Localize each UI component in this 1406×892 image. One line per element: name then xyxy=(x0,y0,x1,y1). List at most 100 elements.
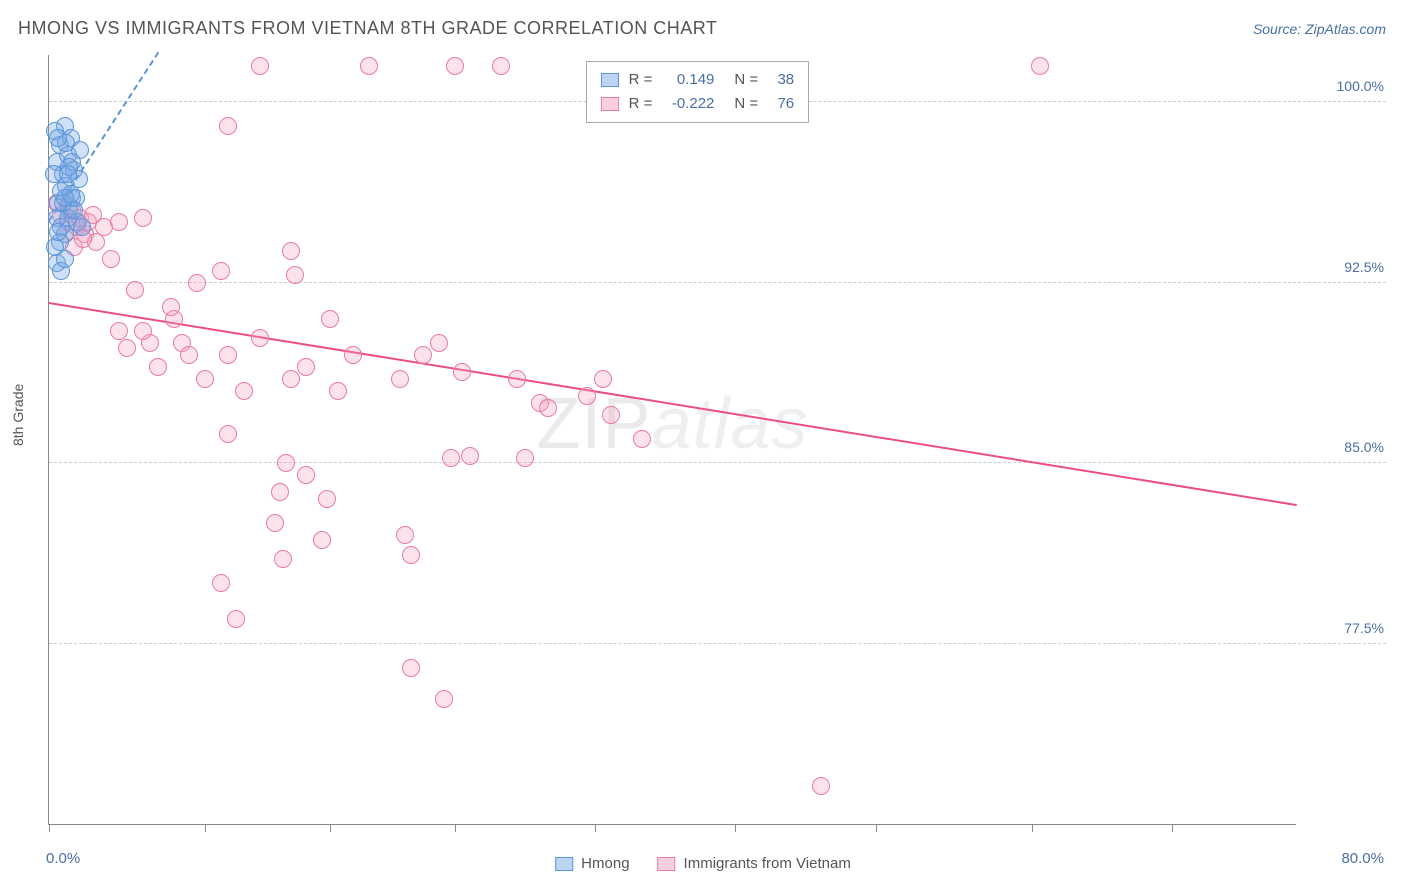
scatter-point xyxy=(180,346,198,364)
scatter-point xyxy=(196,370,214,388)
scatter-point xyxy=(271,483,289,501)
scatter-point xyxy=(402,659,420,677)
watermark-atlas: atlas xyxy=(651,384,808,464)
scatter-point xyxy=(227,610,245,628)
x-tick xyxy=(876,824,877,832)
scatter-point xyxy=(134,322,152,340)
stat-r-value: 0.149 xyxy=(658,68,714,92)
scatter-point xyxy=(446,57,464,75)
x-tick xyxy=(735,824,736,832)
scatter-point xyxy=(318,490,336,508)
scatter-point xyxy=(282,242,300,260)
x-tick xyxy=(1172,824,1173,832)
scatter-point xyxy=(313,531,331,549)
scatter-point xyxy=(508,370,526,388)
y-tick-label: 85.0% xyxy=(1344,439,1384,455)
stat-n-value: 38 xyxy=(764,68,794,92)
scatter-point xyxy=(56,189,74,207)
scatter-point xyxy=(102,250,120,268)
scatter-point xyxy=(461,447,479,465)
series-legend-label: Immigrants from Vietnam xyxy=(684,855,851,872)
scatter-point xyxy=(453,363,471,381)
series-legend-item: Immigrants from Vietnam xyxy=(658,855,851,872)
scatter-point xyxy=(277,454,295,472)
scatter-point xyxy=(49,223,67,241)
plot-area: ZIPatlas 77.5%85.0%92.5%100.0%R =0.149N … xyxy=(48,55,1296,825)
x-tick xyxy=(49,824,50,832)
legend-swatch xyxy=(601,97,619,111)
series-legend-item: Hmong xyxy=(555,855,629,872)
scatter-point xyxy=(110,213,128,231)
scatter-point xyxy=(212,262,230,280)
x-axis-max-label: 80.0% xyxy=(1341,850,1384,867)
series-legend-label: Hmong xyxy=(581,855,629,872)
chart-title: HMONG VS IMMIGRANTS FROM VIETNAM 8TH GRA… xyxy=(18,18,717,39)
scatter-point xyxy=(126,281,144,299)
scatter-point xyxy=(344,346,362,364)
series-legend: Hmong Immigrants from Vietnam xyxy=(555,855,851,872)
stat-r-value: -0.222 xyxy=(658,92,714,116)
x-tick xyxy=(455,824,456,832)
x-tick xyxy=(330,824,331,832)
chart-source: Source: ZipAtlas.com xyxy=(1253,21,1386,37)
scatter-point xyxy=(391,370,409,388)
scatter-point xyxy=(492,57,510,75)
y-tick-label: 100.0% xyxy=(1337,78,1384,94)
stat-r-label: R = xyxy=(629,68,653,92)
scatter-point xyxy=(49,129,67,147)
scatter-point xyxy=(149,358,167,376)
x-tick xyxy=(595,824,596,832)
gridline xyxy=(49,462,1386,463)
scatter-point xyxy=(134,209,152,227)
stat-n-value: 76 xyxy=(764,92,794,116)
scatter-point xyxy=(188,274,206,292)
x-tick xyxy=(205,824,206,832)
scatter-point xyxy=(219,425,237,443)
scatter-point xyxy=(219,346,237,364)
scatter-point xyxy=(442,449,460,467)
gridline xyxy=(49,643,1386,644)
scatter-point xyxy=(251,57,269,75)
legend-swatch xyxy=(658,857,676,871)
x-tick xyxy=(1032,824,1033,832)
scatter-point xyxy=(59,165,77,183)
scatter-point xyxy=(251,329,269,347)
stat-n-label: N = xyxy=(734,68,758,92)
scatter-point xyxy=(430,334,448,352)
y-axis-label: 8th Grade xyxy=(10,384,26,446)
stat-r-label: R = xyxy=(629,92,653,116)
scatter-point xyxy=(633,430,651,448)
scatter-point xyxy=(286,266,304,284)
scatter-point xyxy=(297,358,315,376)
stats-legend: R =0.149 N =38 R =-0.222 N =76 xyxy=(586,61,810,123)
scatter-point xyxy=(274,550,292,568)
scatter-point xyxy=(110,322,128,340)
gridline xyxy=(49,282,1386,283)
scatter-point xyxy=(162,298,180,316)
scatter-point xyxy=(602,406,620,424)
scatter-point xyxy=(329,382,347,400)
scatter-point xyxy=(402,546,420,564)
scatter-point xyxy=(414,346,432,364)
scatter-point xyxy=(539,399,557,417)
stats-legend-row: R =-0.222 N =76 xyxy=(601,92,795,116)
legend-swatch xyxy=(555,857,573,871)
scatter-point xyxy=(266,514,284,532)
scatter-point xyxy=(1031,57,1049,75)
y-tick-label: 92.5% xyxy=(1344,259,1384,275)
legend-swatch xyxy=(601,73,619,87)
scatter-point xyxy=(578,387,596,405)
scatter-point xyxy=(235,382,253,400)
scatter-point xyxy=(812,777,830,795)
x-axis-min-label: 0.0% xyxy=(46,850,80,867)
y-tick-label: 77.5% xyxy=(1344,620,1384,636)
scatter-point xyxy=(118,339,136,357)
stat-n-label: N = xyxy=(734,92,758,116)
scatter-point xyxy=(219,117,237,135)
scatter-point xyxy=(396,526,414,544)
trend-line xyxy=(49,302,1297,506)
scatter-point xyxy=(297,466,315,484)
scatter-point xyxy=(212,574,230,592)
scatter-point xyxy=(282,370,300,388)
scatter-point xyxy=(360,57,378,75)
